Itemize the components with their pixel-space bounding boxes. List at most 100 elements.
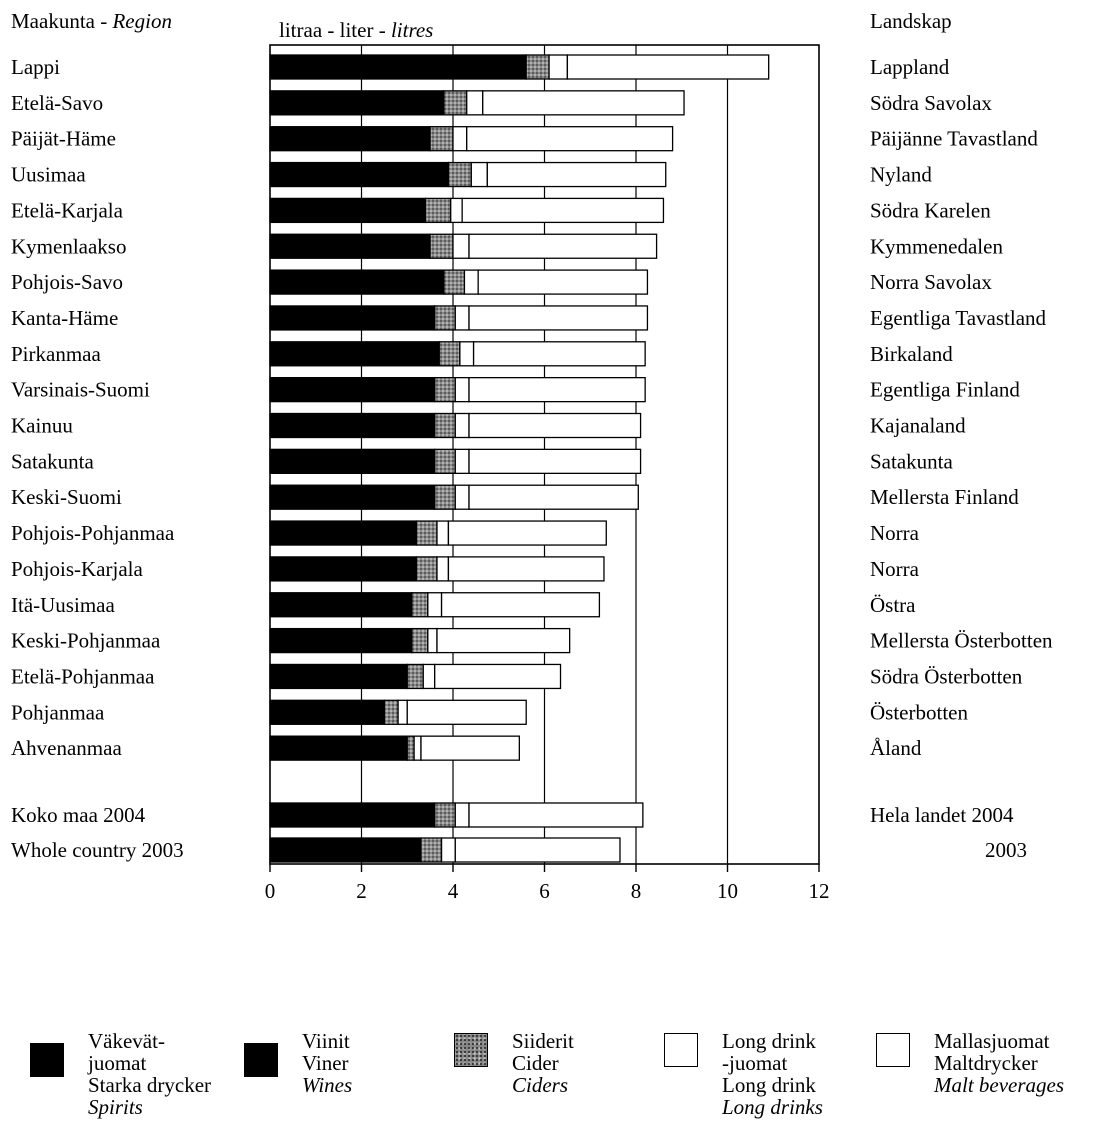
bar-row <box>269 54 770 80</box>
x-tick-label: 4 <box>448 879 459 903</box>
legend-text: Cider <box>512 1051 559 1075</box>
stacked-bar-chart: Maakunta - Region litraa - liter - litre… <box>11 9 1053 903</box>
row-label-fi: Kymenlaakso <box>11 234 126 258</box>
bar-segment-spirits_wines <box>269 305 436 331</box>
bar-row <box>269 484 639 510</box>
bar-segment-spirits_wines <box>269 735 408 761</box>
bar-row <box>269 520 607 546</box>
bar-segment-spirits_wines <box>269 341 440 367</box>
bar-segment-spirits_wines <box>269 592 413 618</box>
bar-segment-long_drinks <box>422 663 436 690</box>
row-label-sv: Egentliga Tavastland <box>870 306 1047 330</box>
bar-segment-spirits_wines <box>269 376 436 403</box>
bar-segment-spirits_wines <box>269 837 422 863</box>
row-label-fi: Kanta-Häme <box>11 306 118 330</box>
bar-segment-long_drinks <box>463 269 479 295</box>
bar-segment-spirits_wines <box>269 627 413 654</box>
bar-segment-malt <box>468 233 658 259</box>
bar-segment-long_drinks <box>470 161 488 188</box>
x-tick-label: 2 <box>356 879 367 903</box>
row-label-sv: Kajanaland <box>870 414 966 438</box>
bar-segment-malt <box>486 161 667 188</box>
bar-segment-malt <box>468 305 649 331</box>
bar-segment-ciders <box>406 735 415 761</box>
row-label-fi: Päijät-Häme <box>11 127 116 151</box>
row-label-sv: Södra Österbotten <box>870 664 1023 688</box>
row-label-fi: Etelä-Savo <box>11 91 103 115</box>
bar-segment-spirits_wines <box>269 197 427 224</box>
bar-segment-malt <box>434 663 562 690</box>
bar-segment-ciders <box>415 520 438 546</box>
bar-row <box>269 699 527 725</box>
row-label-fi: Koko maa 2004 <box>11 803 146 827</box>
x-axis: 0 2 4 6 8 10 12 <box>265 864 830 903</box>
bar-row <box>269 837 621 863</box>
bar-segment-malt <box>447 556 605 582</box>
bar-row <box>269 735 520 761</box>
bar-segment-ciders <box>383 699 399 725</box>
region-labels-sv: Lappland Södra Savolax Päijänne Tavastland… <box>870 55 1053 862</box>
bar-segment-malt <box>436 627 571 654</box>
bar-segment-spirits_wines <box>269 484 436 510</box>
bar-row <box>269 556 605 582</box>
unit-title: litraa - liter - litres <box>279 18 433 42</box>
row-label-fi: Keski-Suomi <box>11 485 122 509</box>
bar-segment-spirits_wines <box>269 412 436 439</box>
bar-segment-ciders <box>434 305 456 331</box>
bar-segment-malt <box>466 126 674 152</box>
row-label-sv: Norra <box>870 521 920 545</box>
bar-segment-long_drinks <box>466 90 484 116</box>
bar-row <box>269 627 571 654</box>
bar-segment-spirits_wines <box>269 54 527 80</box>
bar-row <box>269 305 649 331</box>
bar-segment-malt <box>477 269 649 295</box>
bar-segment-malt <box>472 341 646 367</box>
row-label-fi: Uusimaa <box>11 163 86 187</box>
legend-text: Viinit <box>302 1029 350 1053</box>
x-tick-label: 0 <box>265 879 276 903</box>
bar-segment-malt <box>468 376 646 403</box>
x-tick-label: 10 <box>717 879 738 903</box>
row-label-sv: Egentliga Finland <box>870 378 1020 402</box>
legend-text: -juomat <box>722 1051 788 1075</box>
legend-swatch-long_drinks <box>664 1033 698 1067</box>
bar-segment-spirits_wines <box>269 233 431 259</box>
x-tick-label: 8 <box>631 879 642 903</box>
row-label-sv: Södra Karelen <box>870 198 991 222</box>
row-label-sv: 2003 <box>985 838 1027 862</box>
row-label-fi: Satakunta <box>11 449 94 473</box>
row-label-fi: Varsinais-Suomi <box>11 378 150 402</box>
bar-row <box>269 161 667 188</box>
bar-segment-ciders <box>415 556 438 582</box>
row-label-fi: Pohjois-Savo <box>11 270 123 294</box>
bar-segment-ciders <box>438 341 461 367</box>
row-label-sv: Kymmenedalen <box>870 234 1003 258</box>
bar-segment-spirits_wines <box>269 90 445 116</box>
region-labels-fi: Lappi Etelä-Savo Päijät-Häme Uusimaa Etelä-K… <box>11 55 184 862</box>
legend-swatch-wines <box>244 1043 278 1077</box>
legend-text: Long drink <box>722 1029 816 1053</box>
bar-row <box>269 663 562 690</box>
bar-segment-spirits_wines <box>269 699 386 725</box>
row-label-sv: Lappland <box>870 55 950 79</box>
bar-segment-malt <box>566 54 770 80</box>
bar-segment-ciders <box>429 126 454 152</box>
bar-segment-malt <box>406 699 527 725</box>
legend-swatch-ciders <box>454 1033 488 1067</box>
legend-text-italic: Malt beverages <box>934 1073 1065 1097</box>
bar-segment-long_drinks <box>454 305 470 331</box>
bar-row <box>269 269 649 295</box>
row-label-fi: Whole country 2003 <box>11 838 184 862</box>
bar-row <box>269 233 658 259</box>
row-label-fi: Pirkanmaa <box>11 342 101 366</box>
row-label-fi: Ahvenanmaa <box>11 736 122 760</box>
bar-segment-ciders <box>411 592 429 618</box>
bar-row <box>269 448 642 475</box>
legend-text: Viner <box>302 1051 349 1075</box>
row-label-sv: Päijänne Tavastland <box>870 127 1038 151</box>
row-label-sv: Östra <box>870 593 916 617</box>
row-label-sv: Åland <box>870 736 922 760</box>
bar-segment-long_drinks <box>436 556 450 582</box>
row-label-sv: Mellersta Finland <box>870 485 1019 509</box>
bar-segment-malt <box>468 802 644 828</box>
